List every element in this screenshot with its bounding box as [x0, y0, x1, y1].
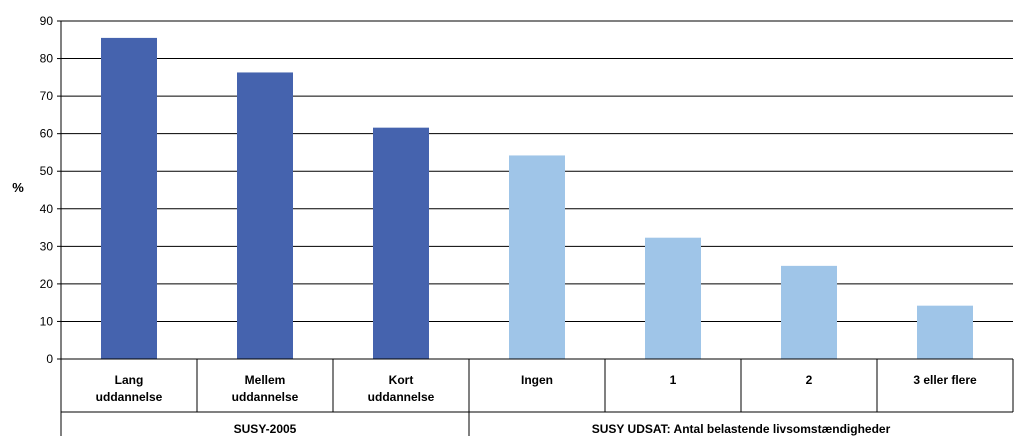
category-label: uddannelse: [96, 390, 163, 404]
bar: [781, 265, 837, 359]
y-tick-label: 70: [40, 89, 54, 103]
y-tick-label: 40: [40, 202, 54, 216]
y-tick-label: 90: [40, 14, 54, 28]
category-label: 1: [670, 373, 677, 387]
group-labels: SUSY-2005 SUSY UDSAT: Antal belastende li…: [234, 422, 891, 436]
group-label: SUSY-2005: [234, 422, 297, 436]
category-label: Kort: [389, 373, 414, 387]
category-label: 2: [806, 373, 813, 387]
bar: [237, 72, 293, 359]
group-label: SUSY UDSAT: Antal belastende livsomstænd…: [592, 422, 891, 436]
category-label: uddannelse: [368, 390, 435, 404]
y-tick-label: 60: [40, 127, 54, 141]
y-tick-label: 10: [40, 314, 54, 328]
category-label: Mellem: [245, 373, 286, 387]
category-labels: Lang uddannelse Mellem uddannelse Kort uddann…: [96, 373, 977, 404]
y-tick-label: 80: [40, 52, 54, 66]
bar: [917, 305, 973, 359]
category-label: 3 eller flere: [913, 373, 977, 387]
axes: [57, 20, 1014, 436]
category-label: Lang: [115, 373, 144, 387]
bar: [101, 37, 157, 360]
y-tick-label: 0: [46, 352, 53, 366]
bar: [509, 155, 565, 359]
bar: [645, 237, 701, 359]
category-label: Ingen: [521, 373, 553, 387]
category-label: uddannelse: [232, 390, 299, 404]
y-axis-label: %: [12, 180, 24, 195]
bars: [101, 37, 973, 360]
y-tick-labels: 0 10 20 30 40 50 60 70 80 90: [40, 14, 54, 366]
y-tick-label: 50: [40, 164, 54, 178]
bar: [373, 127, 429, 359]
y-tick-label: 30: [40, 239, 54, 253]
y-tick-label: 20: [40, 277, 54, 291]
